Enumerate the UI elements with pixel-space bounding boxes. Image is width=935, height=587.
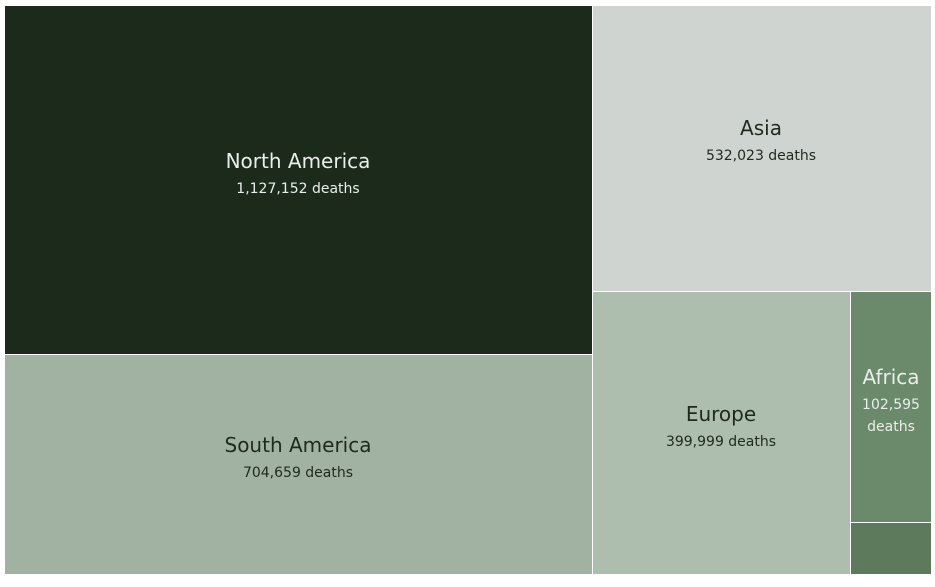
tile-south-america-value: 704,659 deaths	[243, 465, 353, 481]
tile-europe-name: Europe	[686, 402, 756, 426]
tile-asia[interactable]: Asia 532,023 deaths	[593, 6, 931, 291]
tile-asia-value: 532,023 deaths	[706, 148, 816, 164]
tile-europe-value: 399,999 deaths	[666, 434, 776, 450]
tile-unlabeled-rect	[851, 523, 931, 574]
tile-unlabeled[interactable]	[851, 523, 931, 574]
tile-south-america-name: South America	[225, 433, 372, 457]
tile-africa-value-number: 102,595	[862, 397, 920, 413]
tile-europe-rect	[593, 292, 850, 574]
tile-south-america[interactable]: South America 704,659 deaths	[5, 355, 592, 574]
tile-north-america-rect	[5, 6, 592, 354]
tile-europe[interactable]: Europe 399,999 deaths	[593, 292, 850, 574]
tile-asia-rect	[593, 6, 931, 291]
tile-north-america-name: North America	[226, 149, 371, 173]
tile-africa-name: Africa	[862, 365, 919, 389]
tile-asia-name: Asia	[740, 116, 782, 140]
tile-north-america[interactable]: North America 1,127,152 deaths	[5, 6, 592, 354]
tile-africa-value-unit: deaths	[867, 419, 915, 435]
tile-africa[interactable]: Africa 102,595 deaths	[851, 292, 931, 522]
tile-north-america-value: 1,127,152 deaths	[236, 181, 359, 197]
tile-south-america-rect	[5, 355, 592, 574]
tile-africa-rect	[851, 292, 931, 522]
